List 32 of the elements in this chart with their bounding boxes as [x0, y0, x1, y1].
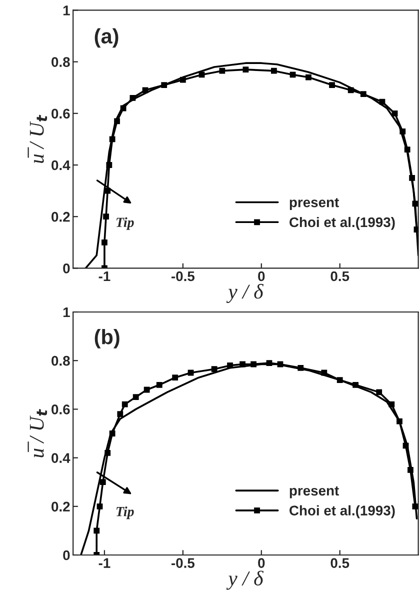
legend-label: present — [290, 486, 339, 498]
legend-label: Choi et al.(1993) — [290, 505, 395, 518]
x-tick-label: 0 — [258, 558, 265, 568]
y-tick-label: 1 — [63, 6, 70, 16]
y-tick-label: 0.2 — [52, 212, 70, 222]
y-tick-label: 0.4 — [52, 453, 70, 463]
y-tick-label: 0.2 — [52, 502, 70, 512]
x-tick-label: -1 — [98, 271, 110, 282]
y-tick-label: 0.6 — [52, 108, 70, 119]
y-axis-title: u̅ / U$_{t}$ — [28, 114, 48, 163]
x-tick-label: 0.5 — [330, 271, 350, 282]
y-tick-label: 0.4 — [52, 160, 70, 170]
y-tick-label: 0 — [63, 550, 70, 560]
y-tick-label: 0 — [63, 264, 70, 274]
x-tick-label: -0.5 — [172, 558, 195, 568]
annotation: (b) — [94, 329, 120, 348]
x-tick-label: 0 — [258, 271, 265, 282]
legend-label: present — [290, 198, 339, 210]
x-tick-label: -0.5 — [172, 271, 195, 282]
y-tick-label: 0.6 — [52, 404, 70, 414]
legend-label: Choi et al.(1993) — [290, 216, 395, 230]
y-tick-label: 1 — [63, 307, 70, 318]
y-tick-label: 0.8 — [52, 356, 70, 366]
x-axis-title: y / δ — [226, 570, 264, 590]
x-tick-label: -1 — [98, 558, 110, 568]
annotation: Tip — [116, 217, 134, 230]
annotation: (a) — [94, 28, 118, 48]
x-axis-title: y / δ — [226, 284, 264, 303]
y-axis-title: u̅ / U$_{t}$ — [28, 409, 48, 458]
annotation: Tip — [116, 506, 134, 520]
y-tick-label: 0.8 — [52, 57, 70, 67]
x-tick-label: 0.5 — [330, 558, 350, 568]
